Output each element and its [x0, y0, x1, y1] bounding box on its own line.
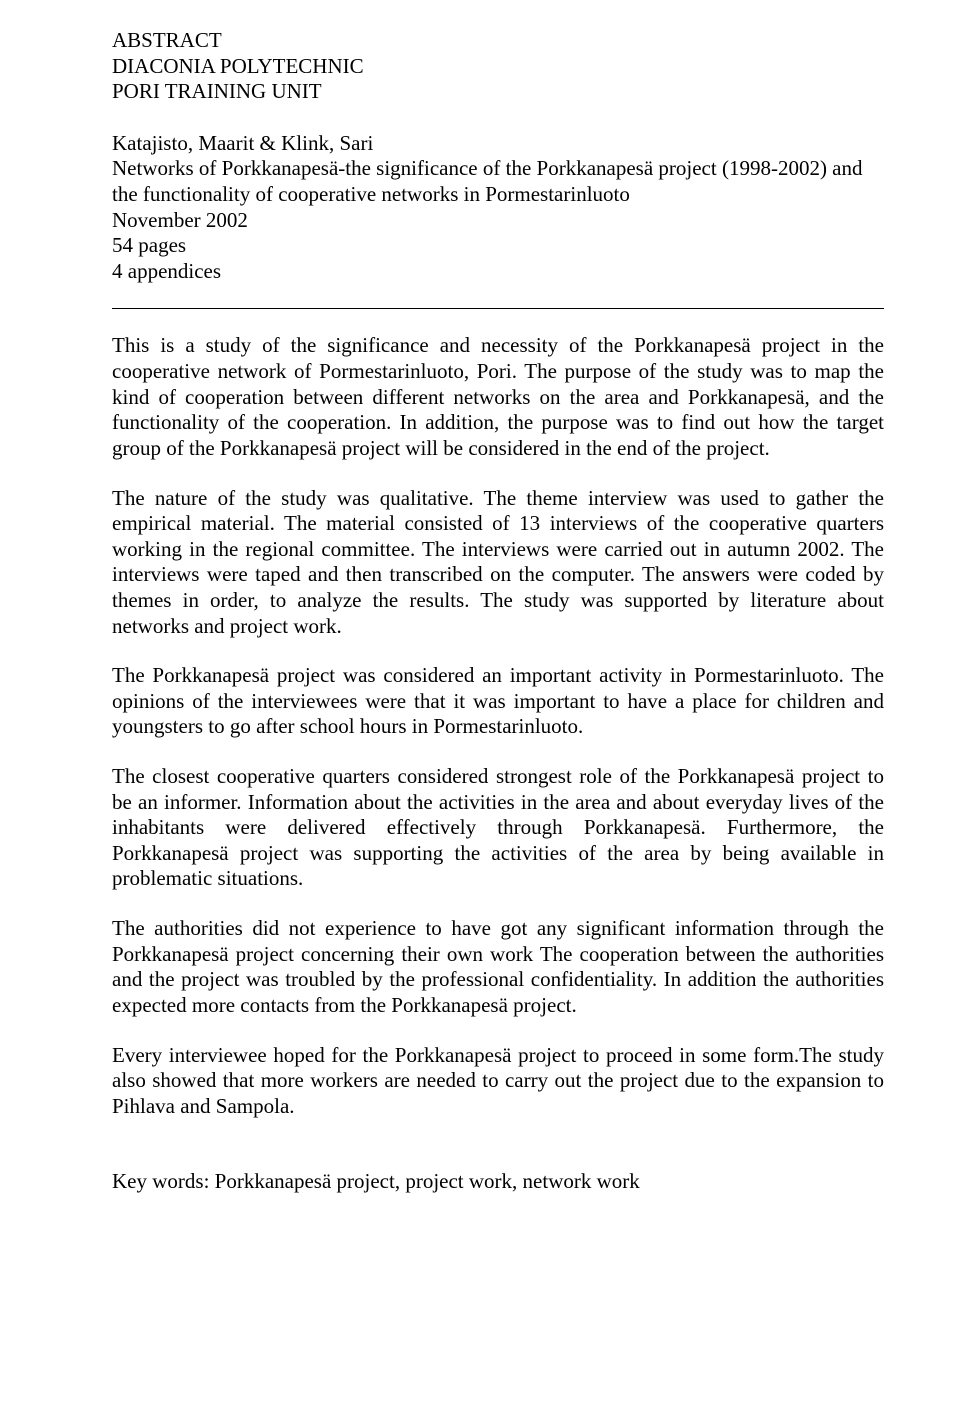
abstract-paragraph-5: The authorities did not experience to ha… — [112, 916, 884, 1018]
header-abstract: ABSTRACT — [112, 28, 884, 54]
abstract-paragraph-2: The nature of the study was qualitative.… — [112, 486, 884, 640]
section-divider — [112, 308, 884, 309]
keywords: Key words: Porkkanapesä project, project… — [112, 1169, 884, 1195]
meta-date: November 2002 — [112, 208, 884, 234]
abstract-paragraph-3: The Porkkanapesä project was considered … — [112, 663, 884, 740]
meta-pages: 54 pages — [112, 233, 884, 259]
abstract-paragraph-4: The closest cooperative quarters conside… — [112, 764, 884, 892]
abstract-paragraph-1: This is a study of the significance and … — [112, 333, 884, 461]
header-unit: PORI TRAINING UNIT — [112, 79, 884, 105]
abstract-paragraph-6: Every interviewee hoped for the Porkkana… — [112, 1043, 884, 1120]
thesis-title: Networks of Porkkanapesä-the significanc… — [112, 156, 884, 207]
authors: Katajisto, Maarit & Klink, Sari — [112, 131, 884, 157]
header-institution: DIACONIA POLYTECHNIC — [112, 54, 884, 80]
abstract-page: ABSTRACT DIACONIA POLYTECHNIC PORI TRAIN… — [0, 0, 960, 1419]
meta-appendices: 4 appendices — [112, 259, 884, 285]
